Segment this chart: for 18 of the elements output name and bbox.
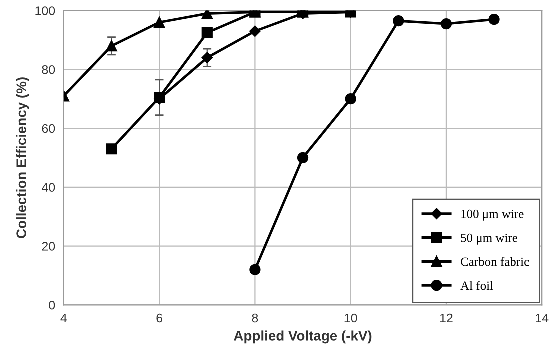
legend-label: 100 μm wire — [462, 210, 524, 221]
y-tick-label: 40 — [42, 183, 56, 192]
y-tick-label: 0 — [49, 300, 56, 310]
y-tick-label: 20 — [42, 242, 56, 251]
x-tick-label: 6 — [156, 314, 162, 323]
legend-label: Carbon fabric — [461, 257, 530, 266]
y-tick-label: 80 — [42, 65, 56, 74]
y-tick-label: 100 — [36, 6, 56, 16]
y-axis-title: Collection Efficiency (%) — [16, 78, 30, 238]
legend-label: Al foil — [460, 281, 494, 290]
x-axis-title: Applied Voltage (-kV) — [234, 330, 372, 344]
x-tick-label: 8 — [252, 314, 258, 323]
y-tick-label: 60 — [42, 124, 56, 134]
legend-label: 50 μm wire — [461, 234, 518, 245]
x-tick-label: 12 — [440, 314, 453, 323]
x-tick-label: 10 — [344, 314, 358, 323]
x-tick-label: 4 — [60, 314, 68, 323]
x-tick-label: 14 — [536, 314, 549, 323]
